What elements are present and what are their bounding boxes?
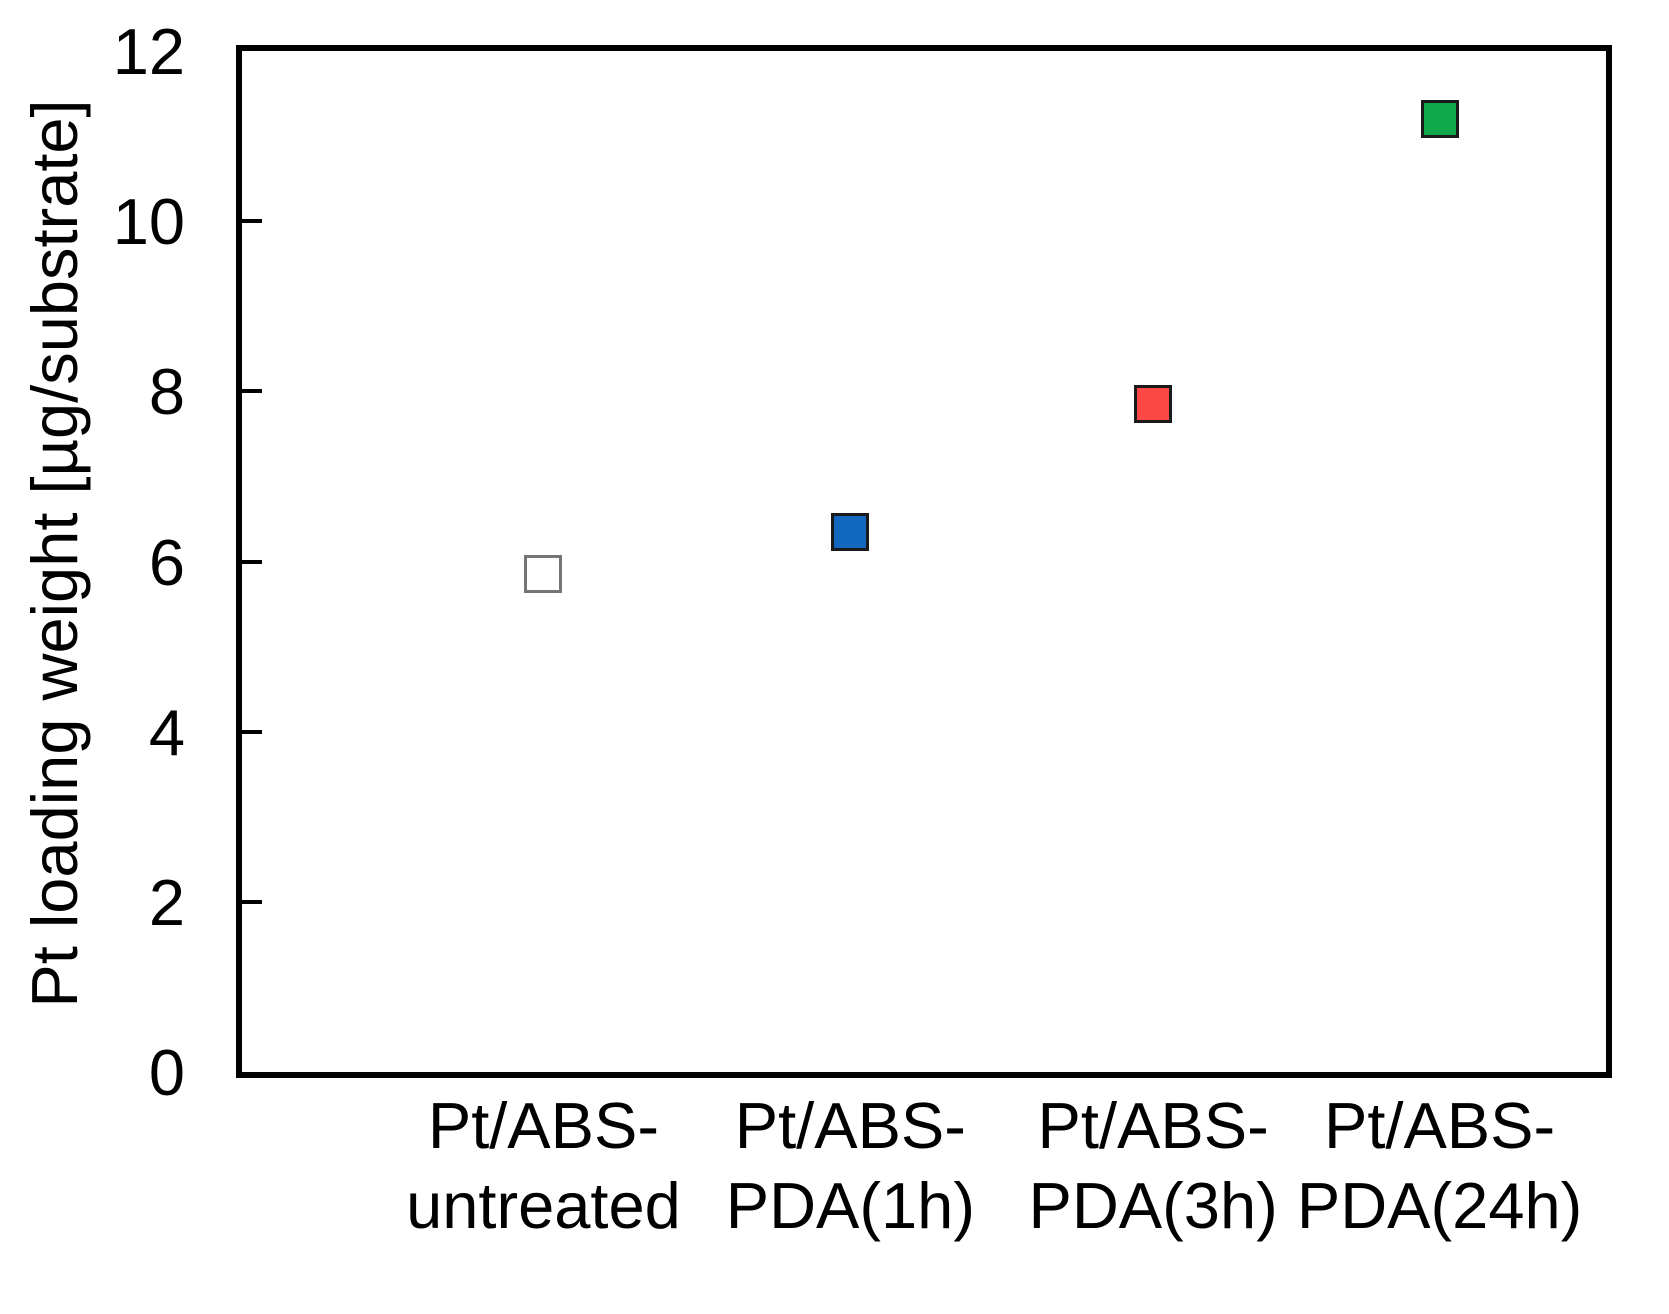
data-point-marker-pda-24h [1420, 100, 1459, 139]
x-category-label-pda-24h: Pt/ABS- PDA(24h) [1297, 1086, 1582, 1246]
data-point-marker-pda-1h [831, 512, 870, 551]
y-tick-mark [242, 729, 262, 734]
y-tick-mark [242, 559, 262, 564]
x-category-label-line1: Pt/ABS- [1323, 1089, 1556, 1162]
data-point-marker-pda-3h [1134, 385, 1173, 424]
x-category-label-line2: PDA(24h) [1296, 1169, 1583, 1242]
x-category-label-line1: Pt/ABS- [427, 1089, 660, 1162]
y-tick-mark [242, 219, 262, 224]
y-tick-label: 2 [148, 865, 185, 939]
y-tick-label: 8 [148, 355, 185, 429]
x-category-label-line1: Pt/ABS- [1037, 1089, 1269, 1162]
y-tick-label: 4 [148, 695, 185, 769]
y-tick-mark [242, 389, 262, 394]
x-category-label-line2: PDA(3h) [1028, 1169, 1278, 1242]
x-category-label-line1: Pt/ABS- [734, 1089, 966, 1162]
y-tick-mark [242, 899, 262, 904]
y-tick-label: 12 [112, 15, 185, 88]
y-tick-label: 0 [148, 1036, 185, 1109]
x-category-label-pda-3h: Pt/ABS- PDA(3h) [1029, 1086, 1278, 1246]
x-category-label-pda-1h: Pt/ABS- PDA(1h) [726, 1086, 975, 1246]
x-category-label-line2: PDA(1h) [725, 1169, 975, 1242]
y-tick-label: 10 [112, 185, 185, 259]
plot-area [236, 45, 1612, 1078]
data-point-marker-untreated [524, 555, 563, 594]
x-category-label-untreated: Pt/ABS-untreated [406, 1086, 681, 1246]
y-tick-label: 6 [148, 525, 185, 599]
x-category-label-line2: untreated [406, 1169, 681, 1242]
